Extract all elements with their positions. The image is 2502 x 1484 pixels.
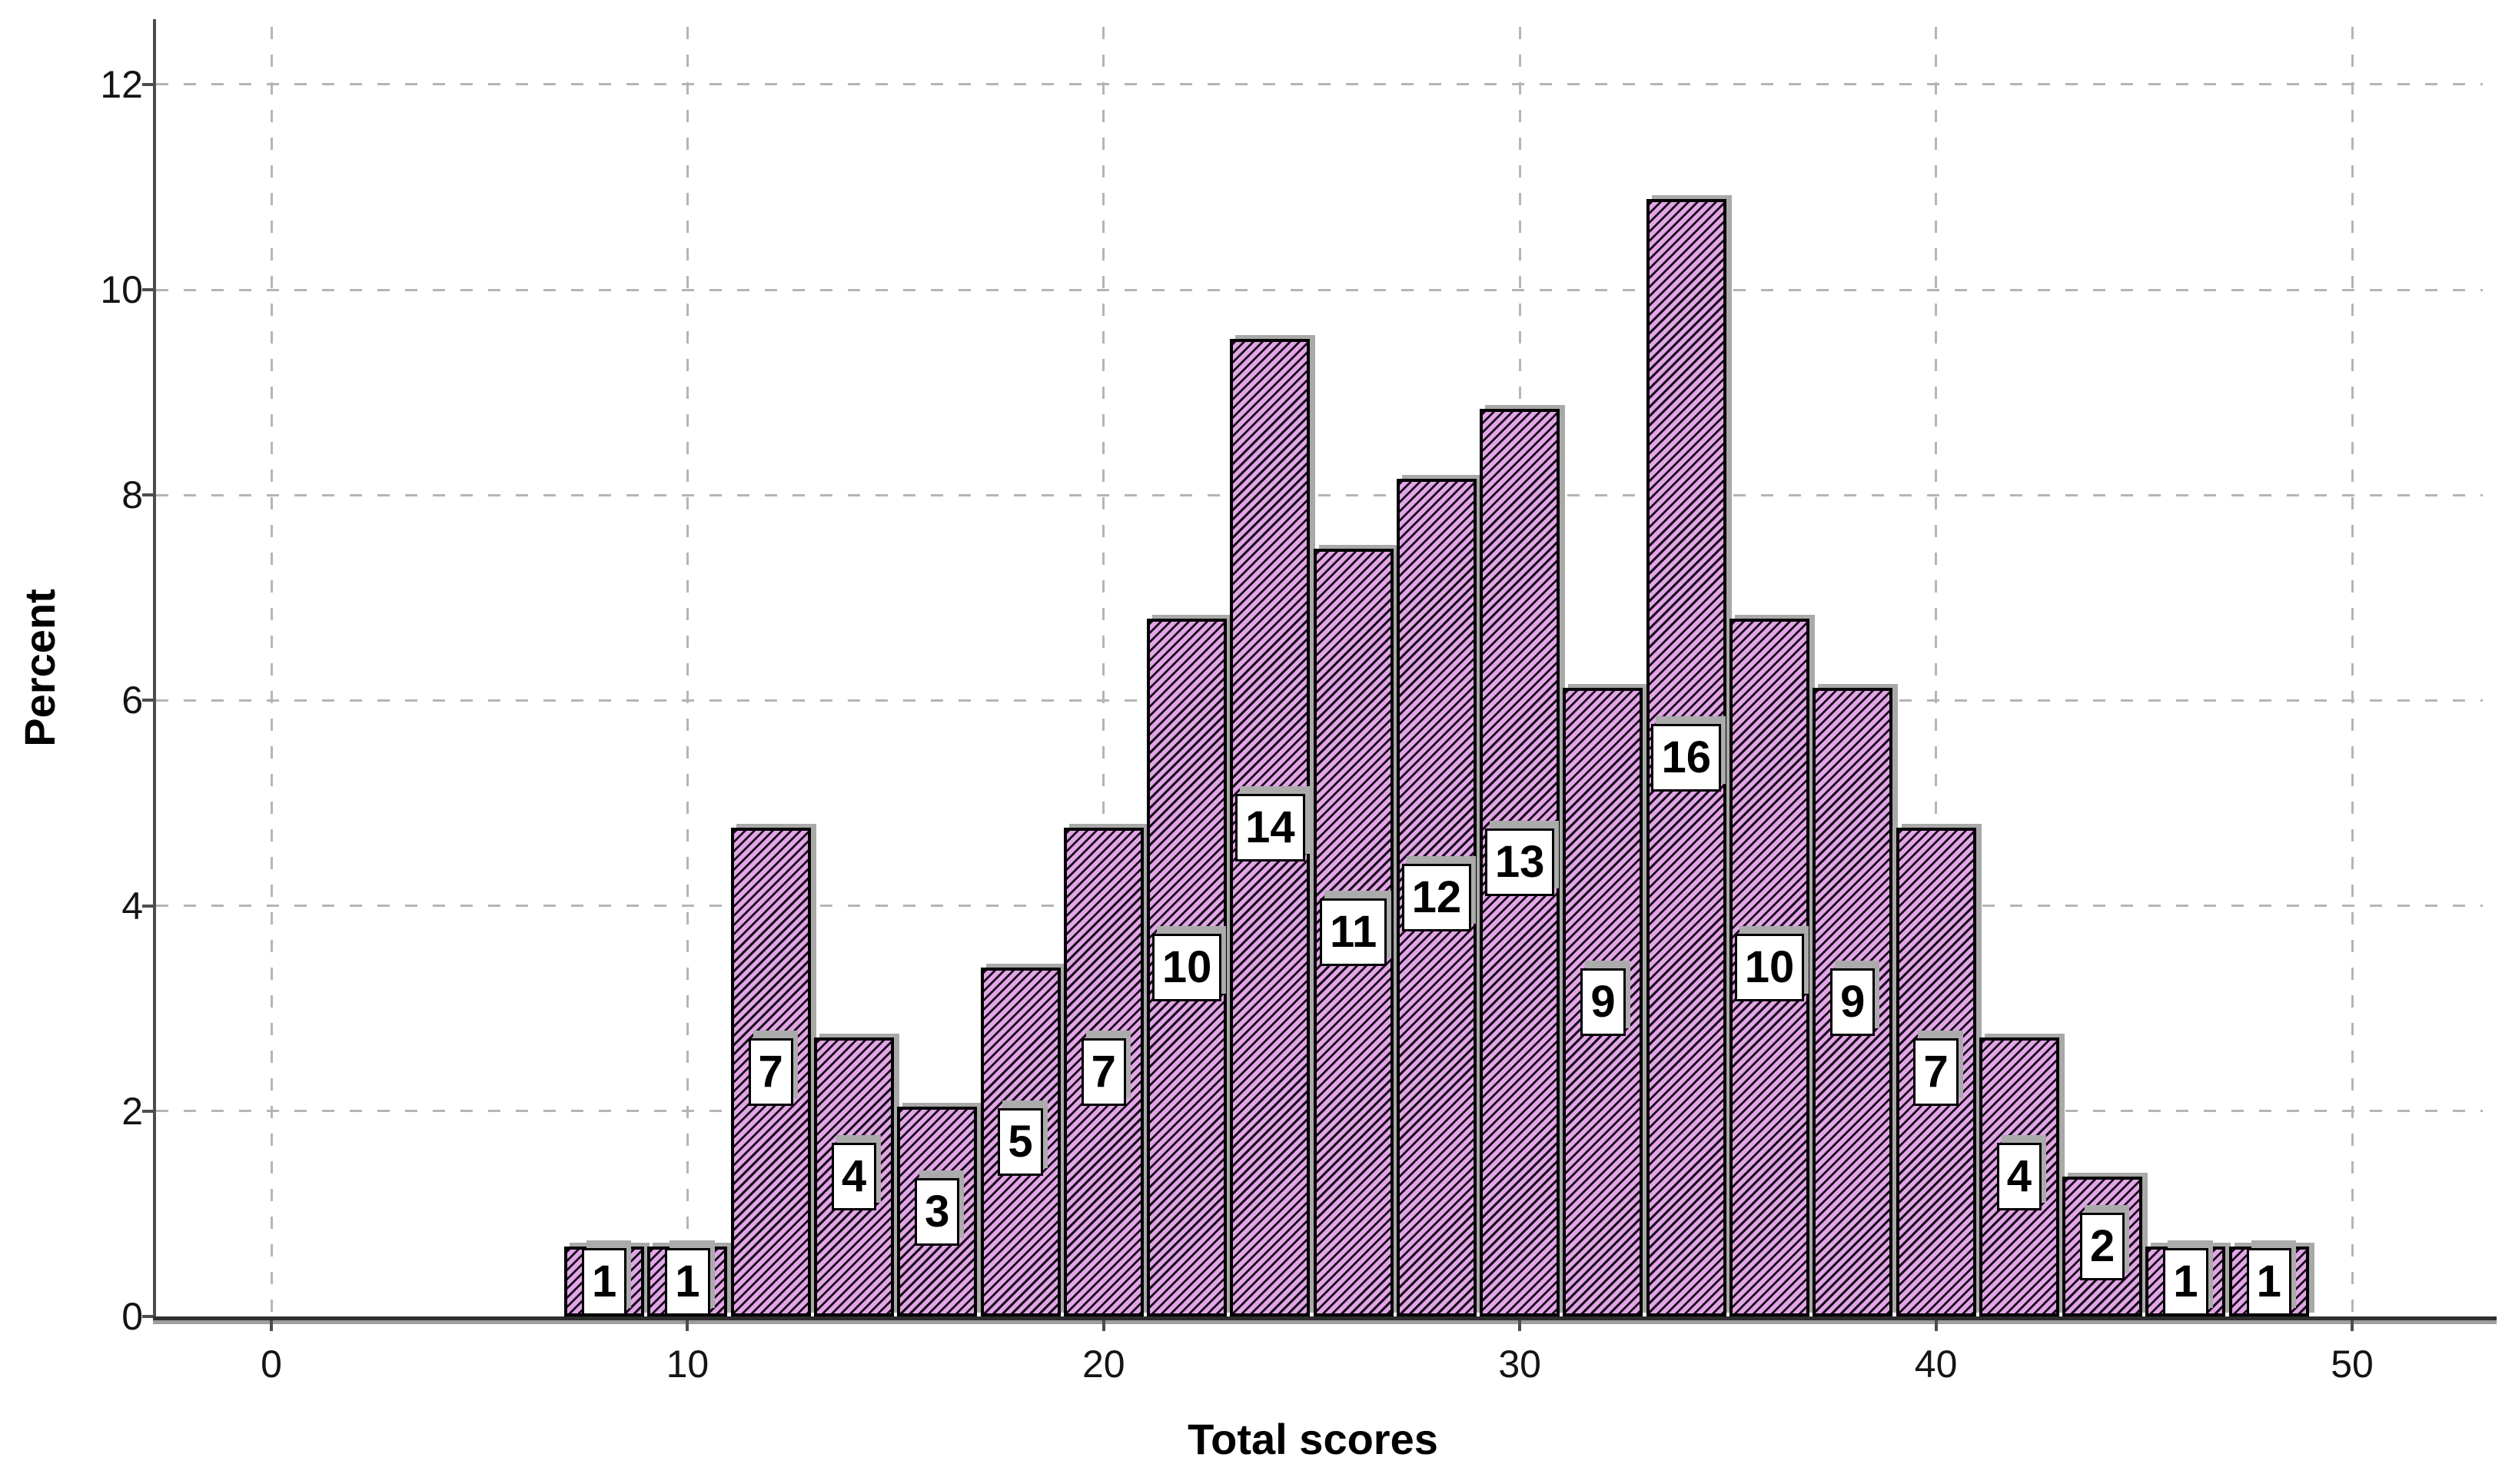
histogram-bar: 4 [813, 1037, 894, 1316]
y-gridline [156, 83, 2483, 86]
x-tick [1934, 1320, 1938, 1331]
x-tick [1101, 1320, 1105, 1331]
histogram-bar: 10 [1147, 618, 1228, 1316]
bar-count-label: 7 [748, 1038, 793, 1107]
bar-count-label: 1 [665, 1247, 710, 1316]
bar-count-label: 1 [581, 1247, 627, 1316]
y-tick [142, 699, 153, 702]
y-tick-label: 0 [121, 1295, 143, 1338]
y-tick [142, 904, 153, 908]
bar-count-label: 16 [1651, 724, 1721, 792]
histogram-bar: 9 [1813, 688, 1893, 1316]
y-tick-label: 12 [100, 62, 143, 106]
bar-count-label: 12 [1401, 863, 1472, 931]
x-tick-label: 0 [261, 1343, 282, 1386]
x-tick [686, 1320, 689, 1331]
histogram-bar: 7 [730, 828, 811, 1316]
x-tick-label: 40 [1914, 1343, 1958, 1386]
x-tick-label: 20 [1082, 1343, 1125, 1386]
x-gridline [2351, 27, 2354, 1316]
y-tick-label: 6 [121, 679, 143, 722]
histogram-bar: 7 [1896, 828, 1976, 1316]
y-axis-line [153, 19, 156, 1320]
histogram-bar: 9 [1563, 688, 1643, 1316]
x-axis-line [153, 1316, 2497, 1320]
bar-count-label: 7 [1081, 1038, 1126, 1107]
histogram-bar: 16 [1646, 199, 1726, 1316]
bar-count-label: 3 [915, 1177, 960, 1246]
bar-count-label: 13 [1484, 828, 1555, 897]
y-gridline [156, 493, 2483, 496]
x-tick-label: 50 [2331, 1343, 2374, 1386]
x-gridline [686, 27, 689, 1316]
histogram-bar: 1 [647, 1247, 728, 1316]
bar-count-label: 11 [1319, 898, 1387, 967]
histogram-bar: 1 [2145, 1247, 2226, 1316]
y-tick [142, 1109, 153, 1113]
x-tick-label: 10 [666, 1343, 709, 1386]
bar-count-label: 4 [1996, 1143, 2042, 1211]
histogram-bar: 13 [1480, 408, 1560, 1316]
y-tick [142, 82, 153, 86]
histogram-bar: 10 [1729, 618, 1810, 1316]
histogram-bar: 12 [1396, 478, 1477, 1316]
y-tick [142, 493, 153, 497]
histogram-bar: 1 [564, 1247, 645, 1316]
histogram-bar: 4 [1979, 1037, 2059, 1316]
bar-count-label: 10 [1734, 933, 1805, 1001]
bar-count-label: 7 [1913, 1038, 1959, 1107]
x-tick [2351, 1320, 2354, 1331]
x-gridline [270, 27, 273, 1316]
bar-count-label: 10 [1151, 933, 1222, 1001]
histogram-bar: 5 [980, 967, 1061, 1316]
y-tick-label: 10 [100, 268, 143, 311]
bar-count-label: 2 [2080, 1213, 2125, 1281]
bar-count-label: 9 [1830, 968, 1876, 1037]
histogram-bar: 2 [2062, 1177, 2143, 1316]
y-tick-label: 2 [121, 1089, 143, 1133]
histogram-bar: 3 [897, 1107, 978, 1316]
bar-count-label: 14 [1235, 794, 1305, 862]
histogram-bar: 1 [2228, 1247, 2309, 1316]
x-tick [270, 1320, 273, 1331]
bar-count-label: 5 [998, 1107, 1043, 1176]
y-tick [142, 288, 153, 291]
y-tick-label: 8 [121, 473, 143, 517]
histogram-bar: 7 [1063, 828, 1144, 1316]
bar-count-label: 1 [2246, 1247, 2291, 1316]
y-tick-label: 4 [121, 884, 143, 928]
y-tick [142, 1315, 153, 1318]
bar-count-label: 9 [1580, 968, 1626, 1037]
x-gridline [1102, 27, 1105, 1316]
bar-count-label: 1 [2163, 1247, 2208, 1316]
y-axis-title: Percent [15, 589, 64, 747]
x-tick-label: 30 [1498, 1343, 1541, 1386]
histogram-bar: 14 [1230, 339, 1311, 1316]
x-gridline [1935, 27, 1938, 1316]
x-axis-title: Total scores [1188, 1414, 1438, 1463]
x-tick [1518, 1320, 1522, 1331]
bar-count-label: 4 [831, 1143, 877, 1211]
histogram-bar: 11 [1313, 548, 1394, 1316]
y-gridline [156, 288, 2483, 291]
